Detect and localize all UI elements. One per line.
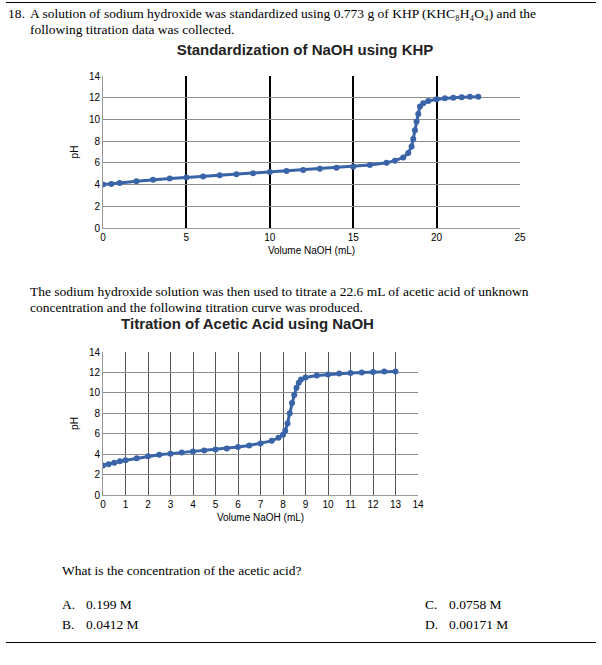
svg-text:4: 4 — [94, 449, 100, 460]
svg-text:Titration of Acetic Acid using: Titration of Acetic Acid using NaOH — [121, 315, 374, 332]
svg-text:8: 8 — [280, 499, 286, 510]
html-text:0.199 M: 0.199 M — [86, 597, 132, 612]
svg-text:14: 14 — [89, 71, 101, 82]
html-text:0.00171 M: 0.00171 M — [449, 617, 509, 632]
svg-text:4: 4 — [94, 179, 100, 190]
svg-text:12: 12 — [89, 92, 101, 103]
svg-text:7: 7 — [258, 499, 264, 510]
svg-text:14: 14 — [412, 499, 424, 510]
svg-text:10: 10 — [322, 499, 334, 510]
html-text:0.0412 M: 0.0412 M — [86, 617, 139, 632]
svg-text:Volume NaOH (mL): Volume NaOH (mL) — [217, 512, 304, 523]
svg-text:11: 11 — [345, 499, 356, 510]
svg-text:2: 2 — [94, 201, 100, 212]
html-text:18. A solution of sodium hydro: 18. A solution of sodium hydroxide was s… — [8, 6, 536, 37]
svg-text:0: 0 — [94, 490, 100, 501]
svg-text:0: 0 — [100, 499, 106, 510]
svg-text:9: 9 — [303, 499, 309, 510]
html-text:The sodium hydroxide solution: The sodium hydroxide solution was then u… — [30, 284, 529, 315]
svg-text:10: 10 — [89, 114, 101, 125]
svg-text:14: 14 — [89, 347, 101, 358]
svg-text:10: 10 — [89, 387, 101, 398]
html-text:What is the concentration of t: What is the concentration of the acetic … — [62, 563, 302, 578]
svg-text:10: 10 — [264, 232, 276, 243]
html-text:D.: D. — [425, 617, 439, 632]
svg-text:20: 20 — [431, 232, 443, 243]
svg-text:5: 5 — [213, 499, 219, 510]
svg-text:pH: pH — [69, 417, 80, 430]
svg-text:5: 5 — [184, 232, 190, 243]
svg-text:Standardization of NaOH using: Standardization of NaOH using KHP — [177, 41, 434, 58]
svg-text:13: 13 — [390, 499, 402, 510]
svg-text:2: 2 — [145, 499, 151, 510]
svg-text:6: 6 — [94, 428, 100, 439]
svg-text:15: 15 — [348, 232, 360, 243]
svg-text:12: 12 — [89, 367, 101, 378]
svg-text:8: 8 — [94, 136, 100, 147]
svg-text:25: 25 — [514, 232, 526, 243]
svg-text:1: 1 — [123, 499, 129, 510]
svg-text:Volume NaOH (mL): Volume NaOH (mL) — [268, 245, 355, 256]
html-text:C.: C. — [425, 597, 438, 612]
svg-text:6: 6 — [235, 499, 241, 510]
svg-text:3: 3 — [168, 499, 174, 510]
html-text:0.0758 M: 0.0758 M — [449, 597, 502, 612]
svg-text:6: 6 — [94, 157, 100, 168]
svg-text:8: 8 — [94, 408, 100, 419]
svg-text:0: 0 — [94, 223, 100, 234]
svg-text:pH: pH — [69, 146, 80, 159]
svg-text:0: 0 — [100, 232, 106, 243]
svg-text:12: 12 — [367, 499, 379, 510]
html-text:B.: B. — [62, 617, 75, 632]
html-text:A.: A. — [62, 597, 76, 612]
svg-text:2: 2 — [94, 469, 100, 480]
svg-text:4: 4 — [190, 499, 196, 510]
